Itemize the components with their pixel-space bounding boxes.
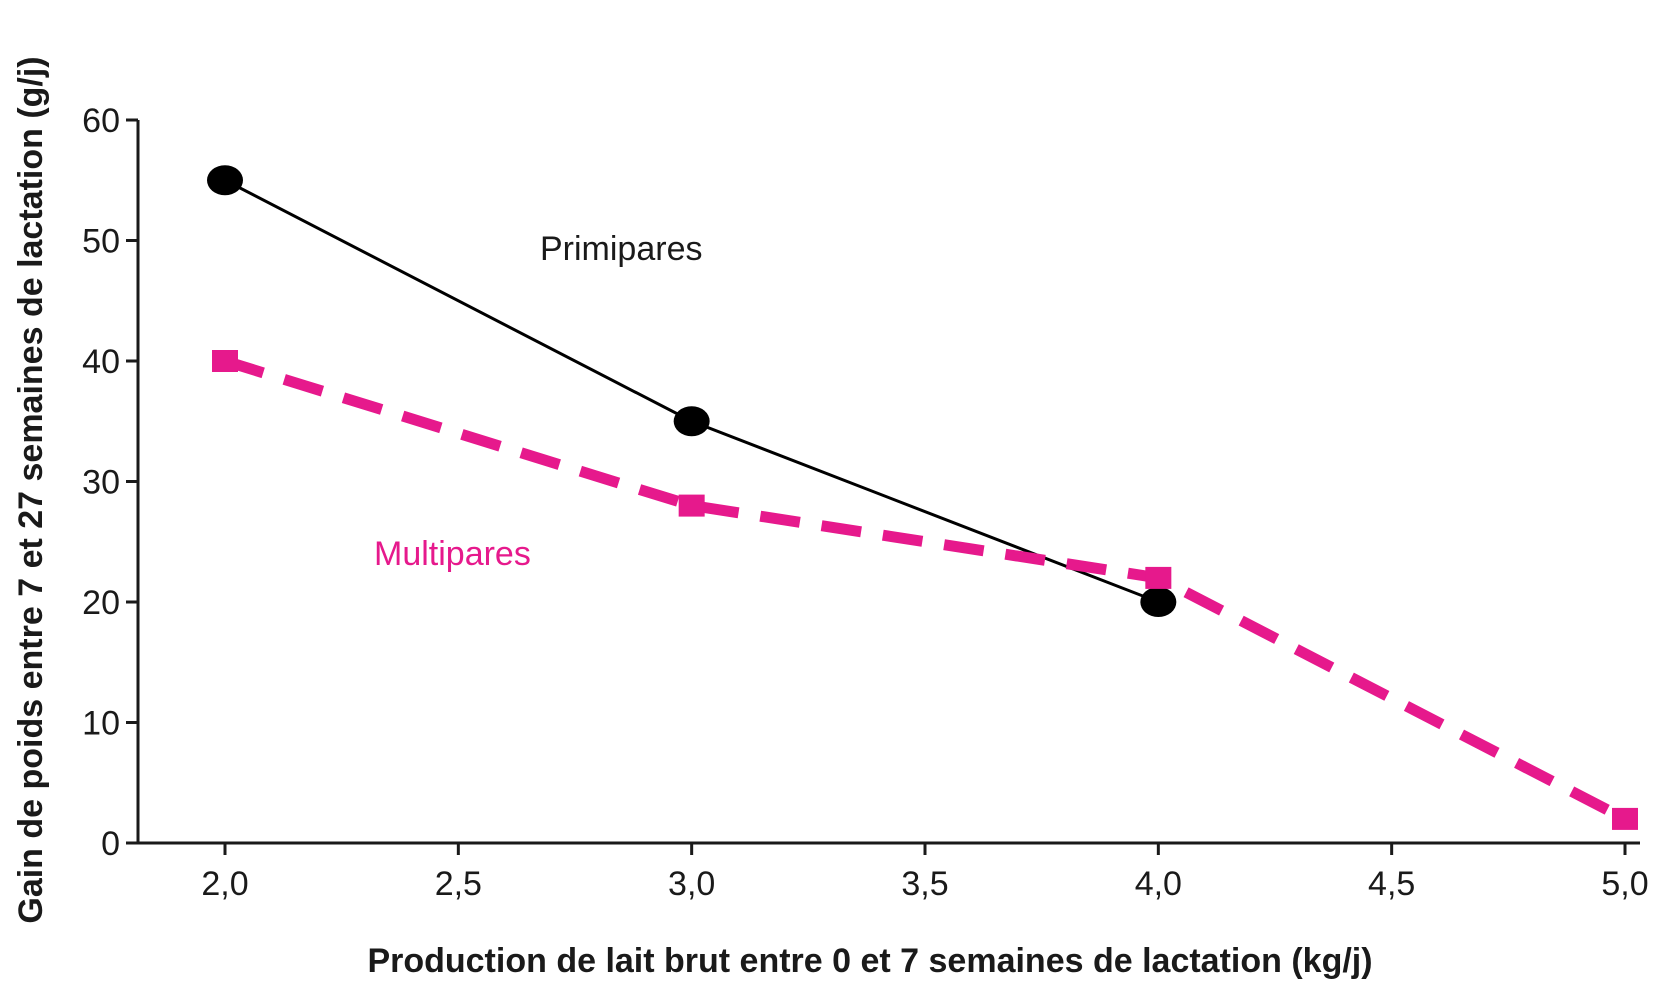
x-axis-title: Production de lait brut entre 0 et 7 sem… xyxy=(367,942,1372,980)
data-point xyxy=(673,406,710,437)
data-point xyxy=(212,350,238,372)
x-tick-label: 2,5 xyxy=(435,865,482,903)
series-labels: Primipares Multipares xyxy=(374,230,702,573)
series-primipares xyxy=(207,165,1177,617)
y-tick-label: 20 xyxy=(82,584,120,622)
x-tick-label: 4,0 xyxy=(1135,865,1182,903)
x-ticks: 2,0 2,5 3,0 3,5 4,0 4,5 5,0 xyxy=(201,843,1649,903)
series-multipares xyxy=(212,350,1638,830)
x-tick-label: 5,0 xyxy=(1601,865,1648,903)
series-line-multipares xyxy=(223,355,1628,824)
series-layer xyxy=(207,165,1638,830)
axes xyxy=(136,120,1640,845)
y-tick-label: 10 xyxy=(82,705,120,743)
series-label-multipares: Multipares xyxy=(374,535,531,573)
data-point xyxy=(207,165,243,196)
y-axis-title: Gain de poids entre 7 et 27 semaines de … xyxy=(12,56,50,923)
y-tick-label: 40 xyxy=(82,343,120,381)
y-tick-label: 30 xyxy=(82,464,120,502)
data-point xyxy=(678,494,705,517)
data-point xyxy=(1612,807,1638,830)
x-tick-label: 2,0 xyxy=(201,865,248,903)
x-tick-label: 4,5 xyxy=(1368,865,1415,903)
x-tick-label: 3,0 xyxy=(668,865,715,903)
y-tick-label: 0 xyxy=(101,825,120,863)
x-tick-label: 3,5 xyxy=(901,865,948,903)
data-point xyxy=(1145,566,1172,589)
data-point xyxy=(1140,587,1177,617)
y-tick-label: 60 xyxy=(82,102,120,140)
series-label-primipares: Primipares xyxy=(540,230,702,268)
y-ticks: 0 10 20 30 40 50 60 xyxy=(82,102,138,863)
y-tick-label: 50 xyxy=(82,223,120,261)
